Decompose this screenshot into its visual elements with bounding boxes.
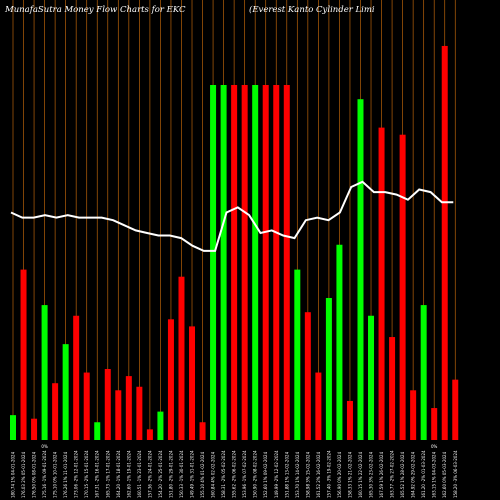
volume-bar <box>62 344 69 440</box>
volume-bar <box>136 386 143 440</box>
x-tick-label: 180.74 1% 04-01-2024 <box>11 451 16 498</box>
volume-bar <box>178 276 185 440</box>
volume-bar <box>399 134 406 440</box>
volume-bar <box>199 422 206 440</box>
x-tick-label: 175.16 -1% 09-01-2024 <box>42 450 47 498</box>
volume-bar <box>189 326 196 440</box>
x-tick-label: 165.30 3% 23-02-2024 <box>369 451 374 498</box>
volume-bar <box>41 305 48 440</box>
x-tick-label: 163.77 -2% 27-02-2024 <box>390 450 395 498</box>
x-tick-label: 161.52 2% 16-02-2024 <box>316 451 321 498</box>
x-tick-label: 167.59 1% 26-02-2024 <box>379 451 384 498</box>
x-tick-label: 149.99 -2% 12-02-2024 <box>274 450 279 498</box>
volume-bar <box>346 400 353 440</box>
volume-bar <box>157 411 164 440</box>
volume-bar <box>73 315 80 440</box>
x-tick-label: 176.03 2% 05-01-2024 <box>21 451 26 498</box>
x-tick-label: 151.80 -2% 29-01-2024 <box>168 450 173 498</box>
volume-bar <box>210 85 217 440</box>
volume-bars <box>10 45 459 440</box>
x-tick-label: 176.26 1% 11-01-2024 <box>63 451 68 498</box>
volume-bar <box>115 390 122 440</box>
volume-bar <box>94 422 101 440</box>
zero-markers: 0% 0% <box>41 444 437 449</box>
x-tick-label: 155.62 -2% 06-02-2024 <box>232 450 237 498</box>
volume-bar <box>325 298 332 440</box>
x-tick-label: 162.60 -1% 19-01-2024 <box>126 450 131 498</box>
volume-bar <box>452 379 459 440</box>
x-tick-label: 158.33 1% 21-02-2024 <box>347 451 352 498</box>
volume-bar <box>146 429 153 440</box>
chart-subtitle: (Everest Kanto Cylinder Limi <box>249 4 375 15</box>
volume-bar <box>431 408 438 440</box>
x-tick-label: 156.90 0% 20-02-2024 <box>337 451 342 498</box>
volume-bar <box>104 369 111 440</box>
x-tick-label: 158.31 -2% 05-02-2024 <box>221 450 226 498</box>
volume-bar <box>283 85 290 440</box>
x-tick-label: 160.15 1% 22-02-2024 <box>358 451 363 498</box>
x-tick-label: 160.84 4% 02-02-2024 <box>211 451 216 498</box>
zero-marker: 0% <box>431 444 438 449</box>
volume-bar <box>252 85 259 440</box>
x-tick-label: 149.49 -1% 31-01-2024 <box>190 450 195 498</box>
x-tick-label: 155.10 4% 01-02-2024 <box>200 451 205 498</box>
x-tick-label: 164.92 0% 29-02-2024 <box>411 451 416 498</box>
volume-bar <box>441 45 448 440</box>
volume-bar <box>389 337 396 440</box>
volume-bar <box>368 315 375 440</box>
volume-bar <box>167 319 174 440</box>
volume-bar <box>410 390 417 440</box>
x-tick-label: 154.20 -2% 25-01-2024 <box>158 450 163 498</box>
x-tick-label: 157.36 -2% 24-01-2024 <box>147 450 152 498</box>
volume-bar <box>262 85 269 440</box>
zero-marker: 0% <box>41 444 48 449</box>
x-tick-label: 170.15 -2% 15-01-2024 <box>84 450 89 498</box>
x-tick-labels: 180.74 1% 04-01-2024 176.03 2% 05-01-2024… <box>11 450 458 498</box>
x-tick-label: 173.06 -2% 12-01-2024 <box>74 450 79 498</box>
volume-bar <box>52 383 59 440</box>
x-tick-label: 161.20 -2% 01-03-2024 <box>421 450 426 498</box>
x-tick-label: 150.33 -1% 30-01-2024 <box>179 450 184 498</box>
x-tick-label: 158.20 -3% 06-03-2024 <box>453 450 458 498</box>
x-tick-label: 157.40 -3% 19-02-2024 <box>326 450 331 498</box>
x-tick-label: 175.10 0% 10-01-2024 <box>53 451 58 498</box>
volume-bar <box>273 85 280 440</box>
volume-bar <box>83 372 90 440</box>
x-tick-label: 162.60 0% 05-03-2024 <box>442 451 447 498</box>
x-tick-label: 163.15 1% 04-03-2024 <box>432 451 437 498</box>
x-tick-label: 176.50 0% 08-01-2024 <box>32 451 37 498</box>
chart-title: MunafaSutra Money Flow Charts for EKC <box>4 5 186 15</box>
volume-bar <box>220 85 227 440</box>
volume-bar <box>231 85 238 440</box>
x-tick-label: 165.73 -1% 17-01-2024 <box>105 450 110 498</box>
x-tick-label: 151.88 1% 13-02-2024 <box>284 451 289 498</box>
volume-bar <box>336 244 343 440</box>
x-tick-label: 164.20 -1% 18-01-2024 <box>116 450 121 498</box>
volume-bar <box>294 269 301 440</box>
x-tick-label: 150.90 -2% 08-02-2024 <box>253 450 258 498</box>
volume-bar <box>357 99 364 440</box>
volume-bar <box>125 376 132 440</box>
x-tick-label: 152.60 1% 09-02-2024 <box>263 451 268 498</box>
volume-bar <box>304 312 311 440</box>
x-tick-label: 160.51 -1% 23-01-2024 <box>137 450 142 498</box>
volume-bar <box>420 305 427 440</box>
x-tick-label: 158.98 3% 15-02-2024 <box>305 451 310 498</box>
price-line <box>10 180 454 252</box>
volume-bar <box>241 85 248 440</box>
volume-bar <box>20 269 27 440</box>
x-tick-label: 167.31 -2% 16-01-2024 <box>95 450 100 498</box>
volume-bar <box>378 127 385 440</box>
x-tick-label: 153.70 1% 14-02-2024 <box>295 451 300 498</box>
volume-bar <box>10 415 16 440</box>
volume-bar <box>315 372 322 440</box>
x-tick-label: 153.96 -1% 07-02-2024 <box>242 450 247 498</box>
x-tick-label: 165.52 1% 28-02-2024 <box>400 451 405 498</box>
volume-bar <box>31 418 38 440</box>
